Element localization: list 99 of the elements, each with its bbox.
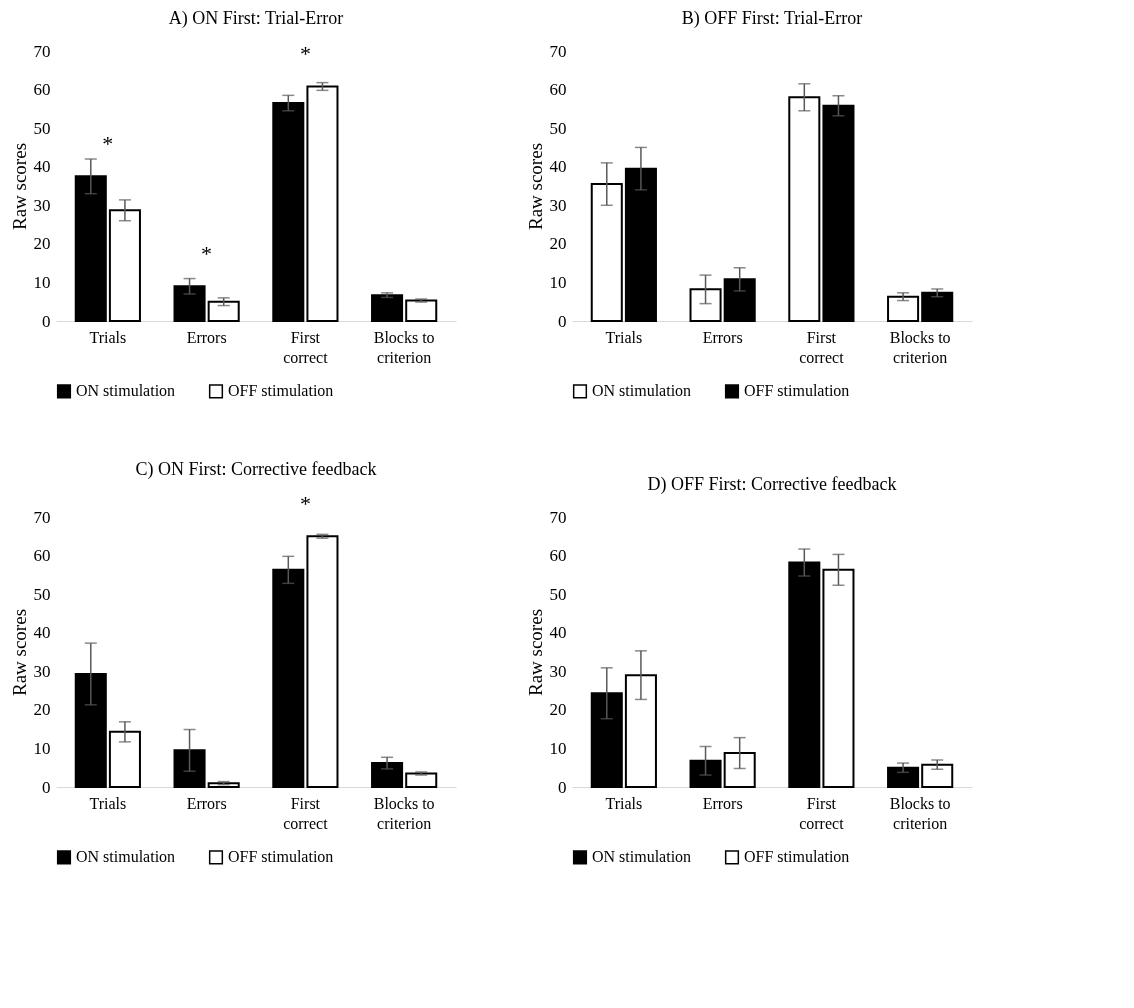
- annotation: *: [201, 241, 213, 267]
- chart-title: B) OFF First: Trial-Error: [681, 8, 863, 29]
- bar: [173, 749, 206, 788]
- x-tick-label: First correct: [799, 794, 845, 832]
- bar: [887, 295, 920, 322]
- y-axis-title: Raw scores: [8, 142, 30, 231]
- x-tick-label: Errors: [186, 328, 227, 346]
- bar: [788, 561, 821, 788]
- y-tick-label: 0: [42, 311, 51, 331]
- annotation: *: [102, 131, 114, 157]
- annotation: *: [299, 491, 311, 517]
- bar: [624, 674, 657, 788]
- bar: [371, 762, 404, 788]
- bar: [887, 766, 920, 788]
- legend-label: OFF stimulation: [744, 848, 850, 866]
- bar: [74, 672, 107, 788]
- bar: [788, 96, 821, 322]
- y-tick-label: 40: [33, 623, 51, 643]
- x-tick-label: First correct: [799, 328, 845, 366]
- y-tick-label: 60: [33, 80, 51, 100]
- y-tick-label: 70: [33, 507, 51, 527]
- bar: [173, 285, 206, 322]
- y-tick-label: 20: [33, 700, 51, 720]
- legend-label: OFF stimulation: [744, 382, 850, 400]
- y-tick-label: 30: [33, 661, 51, 681]
- chart-title: D) OFF First: Corrective feedback: [647, 474, 897, 495]
- legend-label: ON stimulation: [592, 848, 692, 866]
- x-tick-label: Trials: [605, 794, 643, 812]
- y-tick-label: 10: [33, 738, 51, 758]
- y-tick-label: 60: [549, 546, 567, 566]
- y-tick-label: 50: [33, 584, 51, 604]
- x-tick-label: First correct: [283, 794, 329, 832]
- legend-label: ON stimulation: [76, 382, 176, 400]
- bar: [306, 85, 339, 322]
- chart-title: A) ON First: Trial-Error: [168, 8, 344, 29]
- y-tick-label: 50: [549, 118, 567, 138]
- y-tick-label: 70: [33, 41, 51, 61]
- bar: [921, 291, 954, 322]
- bar: [590, 692, 623, 788]
- legend-label: OFF stimulation: [228, 848, 334, 866]
- y-tick-label: 30: [33, 195, 51, 215]
- y-tick-label: 70: [549, 41, 567, 61]
- bar: [272, 568, 305, 788]
- y-tick-label: 40: [549, 157, 567, 177]
- bar: [624, 167, 657, 322]
- y-tick-label: 20: [549, 700, 567, 720]
- y-tick-label: 60: [549, 80, 567, 100]
- legend-label: ON stimulation: [592, 382, 692, 400]
- x-tick-label: First correct: [283, 328, 329, 366]
- x-tick-label: Errors: [702, 794, 743, 812]
- legend-label: OFF stimulation: [228, 382, 334, 400]
- x-tick-label: Trials: [605, 328, 643, 346]
- annotation: *: [299, 41, 311, 67]
- y-tick-label: 60: [33, 546, 51, 566]
- bar: [74, 175, 107, 322]
- y-tick-label: 30: [549, 661, 567, 681]
- bar: [822, 568, 855, 788]
- y-tick-label: 50: [549, 584, 567, 604]
- y-tick-label: 0: [42, 777, 51, 797]
- y-tick-label: 40: [33, 157, 51, 177]
- y-tick-label: 0: [558, 311, 567, 331]
- x-tick-label: Blocks to criterion: [889, 794, 951, 832]
- bar: [822, 104, 855, 322]
- bar: [371, 294, 404, 322]
- chart-title: C) ON First: Corrective feedback: [135, 459, 377, 481]
- y-tick-label: 10: [549, 738, 567, 758]
- legend-label: ON stimulation: [76, 848, 176, 866]
- bar: [306, 535, 339, 788]
- x-tick-label: Trials: [89, 328, 127, 346]
- bar: [723, 278, 756, 322]
- y-tick-label: 40: [549, 623, 567, 643]
- bar: [689, 288, 722, 322]
- y-axis-title: Raw scores: [8, 608, 30, 697]
- y-tick-label: 10: [549, 272, 567, 292]
- y-axis-title: Raw scores: [524, 142, 546, 231]
- y-tick-label: 20: [33, 234, 51, 254]
- x-tick-label: Errors: [702, 328, 743, 346]
- bar: [921, 763, 954, 788]
- y-tick-label: 30: [549, 195, 567, 215]
- bar: [272, 102, 305, 322]
- x-tick-label: Blocks to criterion: [889, 328, 951, 366]
- bar: [207, 300, 240, 322]
- y-axis-title: Raw scores: [524, 608, 546, 697]
- x-tick-label: Trials: [89, 794, 127, 812]
- x-tick-label: Blocks to criterion: [373, 328, 435, 366]
- y-tick-label: 10: [33, 272, 51, 292]
- bar: [590, 183, 623, 322]
- y-tick-label: 0: [558, 777, 567, 797]
- bar: [405, 299, 438, 322]
- bar: [108, 730, 141, 788]
- x-tick-label: Errors: [186, 794, 227, 812]
- bar: [108, 209, 141, 322]
- bar: [723, 752, 756, 788]
- y-tick-label: 20: [549, 234, 567, 254]
- y-tick-label: 50: [33, 118, 51, 138]
- x-tick-label: Blocks to criterion: [373, 794, 435, 832]
- bar: [405, 772, 438, 788]
- y-tick-label: 70: [549, 507, 567, 527]
- bar: [689, 759, 722, 788]
